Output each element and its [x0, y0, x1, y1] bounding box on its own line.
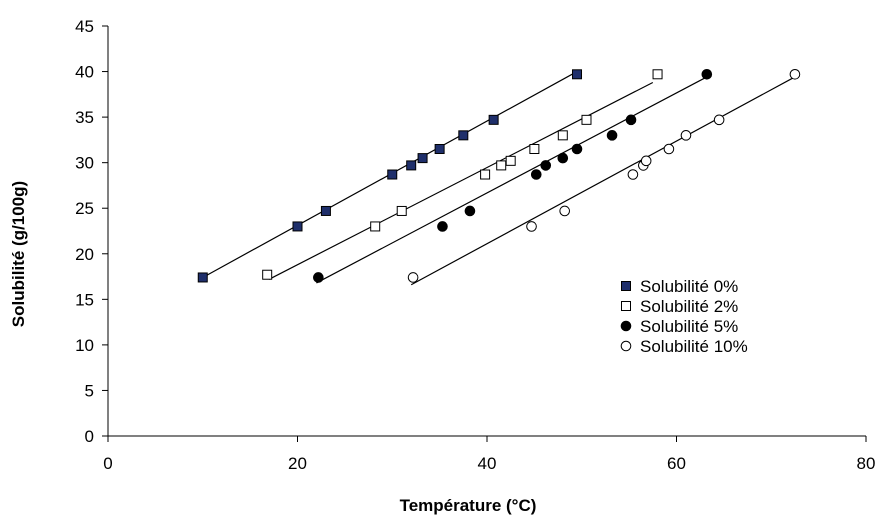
data-point-series-0	[292, 221, 303, 232]
data-point-series-3	[680, 130, 692, 141]
data-point-series-1	[496, 160, 507, 171]
legend-marker-1	[621, 301, 631, 311]
legend-label-2: Solubilité 5%	[640, 317, 738, 336]
data-point-series-0	[406, 160, 417, 171]
data-point-series-1	[262, 269, 273, 280]
data-point-series-3	[407, 272, 419, 283]
x-axis-ticks: 0 20 40 60 80	[103, 436, 875, 473]
legend-entry-2: Solubilité 5%	[620, 317, 738, 336]
data-point-series-2	[557, 152, 569, 164]
data-point-series-3	[526, 221, 537, 232]
data-point-series-2	[625, 114, 637, 126]
data-point-series-0	[417, 153, 428, 164]
data-point-series-1	[529, 144, 540, 154]
x-tick-label: 60	[667, 454, 686, 473]
x-tick-label: 80	[857, 454, 876, 473]
y-axis-ticks: 0 5 10 15 20 25 30 35 40 45	[75, 17, 108, 446]
data-point-series-2	[313, 272, 324, 283]
data-point-series-0	[434, 144, 445, 154]
legend-marker-2	[620, 320, 632, 332]
y-tick-label: 15	[75, 290, 94, 309]
y-tick-label: 30	[75, 154, 94, 173]
data-point-series-1	[505, 155, 516, 166]
y-tick-label: 5	[85, 381, 94, 400]
data-point-series-1	[396, 205, 407, 216]
legend-entry-1: Solubilité 2%	[621, 297, 738, 316]
data-point-series-3	[627, 169, 639, 180]
data-point-series-1	[581, 114, 592, 125]
y-tick-label: 35	[75, 108, 94, 127]
data-point-series-2	[701, 68, 713, 80]
data-point-series-3	[713, 114, 725, 126]
data-point-series-3	[640, 155, 652, 167]
y-tick-label: 40	[75, 63, 94, 82]
data-point-series-0	[458, 130, 469, 141]
legend-label-1: Solubilité 2%	[640, 297, 738, 316]
trendlines	[202, 71, 794, 286]
data-point-series-2	[437, 221, 448, 232]
x-tick-label: 40	[478, 454, 497, 473]
legend-label-3: Solubilité 10%	[640, 337, 748, 356]
y-tick-label: 0	[85, 427, 94, 446]
trendline-series-1	[268, 81, 654, 280]
legend-marker-3	[620, 340, 632, 352]
x-tick-label: 20	[288, 454, 307, 473]
data-point-series-0	[320, 205, 331, 216]
plot-area: 0 5 10 15 20 25 30 35 40 45 0 20 40 60 80	[75, 17, 875, 473]
data-point-series-0	[488, 114, 499, 125]
legend-label-0: Solubilité 0%	[640, 277, 738, 296]
y-tick-label: 20	[75, 245, 94, 264]
data-point-series-3	[663, 143, 675, 155]
trendline-series-2	[316, 77, 706, 284]
data-point-series-1	[652, 69, 663, 80]
data-point-series-3	[789, 68, 801, 80]
x-tick-label: 0	[103, 454, 112, 473]
data-point-series-2	[530, 169, 542, 180]
y-axis-title: Solubilité (g/100g)	[9, 181, 28, 327]
data-markers	[197, 68, 801, 283]
x-axis-title: Température (°C)	[400, 496, 537, 515]
legend-entry-3: Solubilité 10%	[620, 337, 748, 356]
data-point-series-2	[571, 143, 583, 155]
y-tick-label: 45	[75, 17, 94, 36]
legend-entry-0: Solubilité 0%	[621, 277, 738, 296]
data-point-series-0	[572, 69, 583, 80]
data-point-series-1	[370, 221, 381, 232]
data-point-series-0	[387, 169, 398, 180]
data-point-series-2	[540, 160, 552, 171]
legend: Solubilité 0%Solubilité 2%Solubilité 5%S…	[620, 277, 748, 356]
data-point-series-1	[557, 130, 568, 141]
data-point-series-2	[606, 130, 618, 141]
data-point-series-2	[464, 205, 476, 217]
y-tick-label: 25	[75, 199, 94, 218]
y-tick-label: 10	[75, 336, 94, 355]
data-point-series-3	[559, 205, 570, 217]
trendline-series-3	[410, 77, 794, 286]
data-point-series-0	[197, 272, 208, 283]
data-point-series-1	[480, 169, 491, 180]
legend-marker-0	[621, 281, 631, 291]
